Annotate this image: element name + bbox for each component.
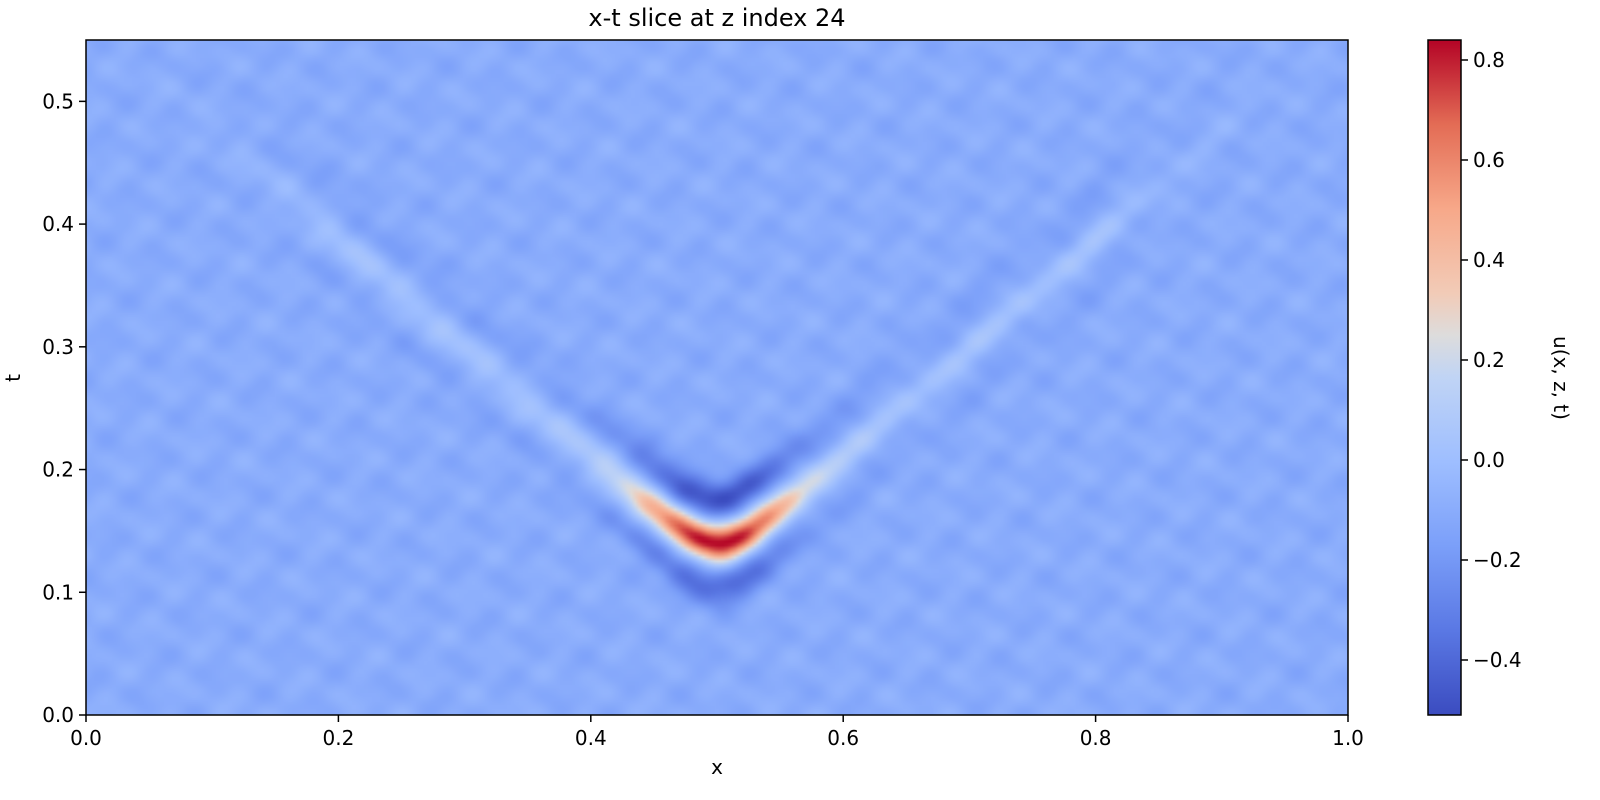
colorbar-tick-label: 0.6 (1473, 148, 1505, 172)
y-tick-label: 0.4 (42, 212, 74, 236)
colorbar-tick-label: 0.0 (1473, 448, 1505, 472)
colorbar-tick-label: 0.4 (1473, 248, 1505, 272)
heatmap-image (86, 40, 1348, 715)
colorbar-label: u(x, z, t) (1549, 336, 1573, 420)
chart-title: x-t slice at z index 24 (588, 4, 845, 32)
heatmap-area (86, 40, 1348, 715)
colorbar-tick-label: 0.8 (1473, 48, 1505, 72)
x-tick-label: 0.8 (1080, 726, 1112, 750)
x-tick-label: 0.0 (70, 726, 102, 750)
y-axis-label: t (1, 374, 25, 382)
colorbar (1427, 39, 1462, 716)
colorbar-tick-label: −0.2 (1473, 548, 1522, 572)
y-tick-label: 0.5 (42, 89, 74, 113)
colorbar-ticks: −0.4 −0.2 0.0 0.2 0.4 0.6 0.8 (1461, 48, 1522, 672)
x-tick-label: 0.6 (827, 726, 859, 750)
x-axis-label: x (711, 755, 723, 779)
y-tick-label: 0.1 (42, 580, 74, 604)
y-tick-label: 0.3 (42, 335, 74, 359)
x-tick-label: 1.0 (1332, 726, 1364, 750)
y-axis-ticks: 0.0 0.1 0.2 0.3 0.4 0.5 (42, 89, 86, 727)
x-tick-label: 0.4 (575, 726, 607, 750)
colorbar-tick-label: 0.2 (1473, 348, 1505, 372)
x-axis-ticks: 0.0 0.2 0.4 0.6 0.8 1.0 (70, 715, 1364, 750)
y-tick-label: 0.0 (42, 703, 74, 727)
plot-frame (85, 39, 1349, 716)
x-tick-label: 0.2 (322, 726, 354, 750)
y-tick-label: 0.2 (42, 458, 74, 482)
colorbar-tick-label: −0.4 (1473, 648, 1522, 672)
